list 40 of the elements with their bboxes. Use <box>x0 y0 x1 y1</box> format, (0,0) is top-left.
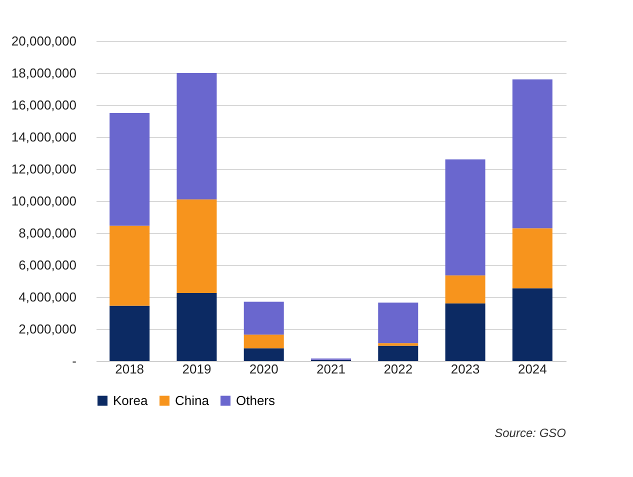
y-tick-label: 4,000,000 <box>18 290 76 304</box>
bar <box>244 302 284 335</box>
bar <box>244 348 284 361</box>
bar <box>176 293 217 361</box>
bar <box>110 113 150 226</box>
x-tick-label: 2024 <box>518 362 547 376</box>
y-tick-label: 8,000,000 <box>18 226 76 240</box>
y-tick-label: 2,000,000 <box>18 322 76 336</box>
y-tick-label: 14,000,000 <box>11 130 76 144</box>
bar <box>176 73 217 200</box>
y-tick-label: 16,000,000 <box>11 98 76 112</box>
y-tick-label: 6,000,000 <box>18 258 76 272</box>
bar <box>244 334 284 348</box>
x-tick-label: 2020 <box>249 362 278 376</box>
bar <box>378 343 418 346</box>
x-tick-label: 2023 <box>450 362 480 376</box>
bar <box>378 302 418 344</box>
bar <box>176 199 217 293</box>
bar <box>445 159 486 276</box>
y-tick-label: 18,000,000 <box>11 66 76 80</box>
legend-label: Korea <box>113 392 148 408</box>
y-tick-label: 12,000,000 <box>11 162 76 176</box>
source-note: Source: GSO <box>494 426 566 440</box>
legend-label: Others <box>236 392 276 408</box>
x-tick-label: 2019 <box>182 362 212 376</box>
bar <box>512 228 552 288</box>
x-tick-label: 2022 <box>384 362 413 376</box>
y-tick-label: - <box>72 354 76 368</box>
bar <box>445 303 486 361</box>
x-tick-label: 2021 <box>316 362 346 376</box>
bar <box>445 275 486 304</box>
bar <box>110 306 150 361</box>
legend-label: China <box>175 392 210 408</box>
y-tick-label: 10,000,000 <box>11 194 76 208</box>
bar <box>378 346 418 361</box>
bar <box>512 288 552 361</box>
bar <box>110 226 150 306</box>
x-tick-label: 2018 <box>115 362 144 376</box>
y-tick-label: 20,000,000 <box>11 34 76 48</box>
bar <box>512 79 552 228</box>
